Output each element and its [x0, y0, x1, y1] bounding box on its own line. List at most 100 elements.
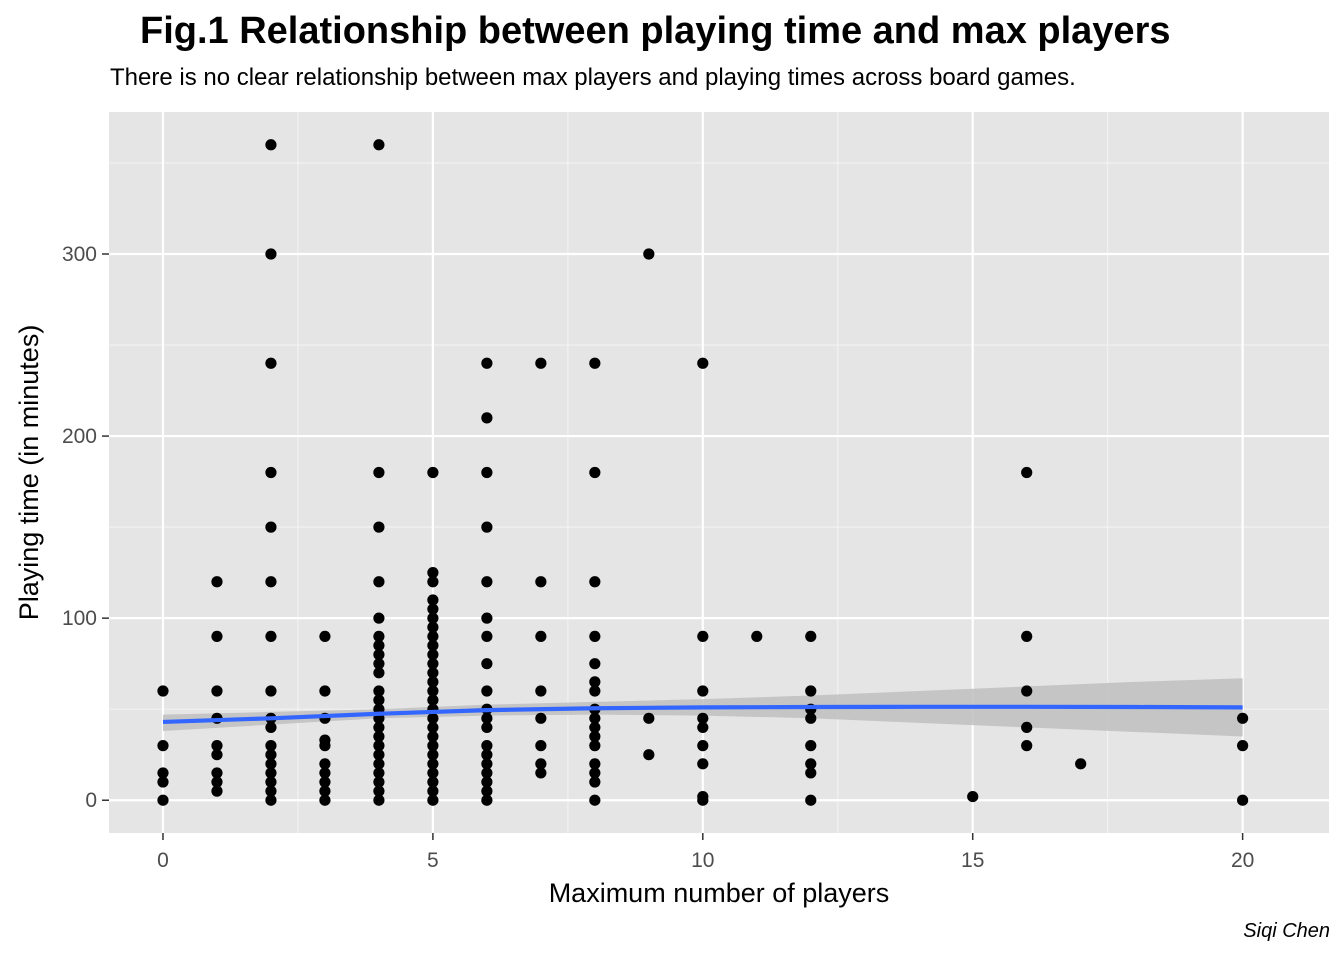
y-tick-label: 300 [62, 243, 97, 266]
data-point [805, 767, 817, 779]
data-point [157, 685, 169, 697]
data-point [589, 758, 601, 770]
data-point [319, 785, 331, 797]
data-point [265, 357, 277, 369]
data-point [427, 612, 439, 624]
x-tick-label: 20 [1231, 849, 1254, 872]
data-point [373, 785, 385, 797]
data-point [427, 712, 439, 724]
x-tick-label: 10 [691, 849, 714, 872]
data-point [427, 466, 439, 479]
data-point [211, 630, 223, 642]
x-axis: 0 5 10 15 20 [157, 833, 1254, 872]
data-point [427, 749, 439, 761]
data-point [697, 712, 709, 724]
data-point [589, 357, 601, 369]
data-point [535, 685, 547, 697]
data-point [589, 776, 601, 788]
data-point [319, 758, 331, 770]
data-point [427, 685, 439, 697]
data-point [265, 721, 277, 733]
data-point [373, 139, 385, 151]
data-point [481, 785, 493, 797]
data-point [535, 767, 547, 779]
data-point [427, 630, 439, 642]
smooth-trend-line [162, 704, 1243, 725]
data-point [1237, 712, 1249, 724]
x-tick-label: 5 [427, 849, 439, 872]
data-point [805, 740, 817, 752]
data-point [805, 794, 817, 806]
chart-caption: Siqi Chen [1243, 920, 1330, 942]
data-point [427, 594, 439, 606]
data-point [265, 139, 277, 151]
data-point [427, 676, 439, 688]
data-point [589, 721, 601, 733]
data-point [481, 630, 493, 642]
chart-title: Fig.1 Relationship between playing time … [140, 10, 1171, 52]
data-point [589, 794, 601, 806]
y-axis: 0 100 200 300 [62, 243, 109, 812]
data-point [481, 685, 493, 697]
data-point [373, 721, 385, 733]
data-point [373, 767, 385, 779]
data-point [805, 685, 817, 697]
data-point [589, 730, 601, 743]
data-point [481, 521, 493, 533]
data-point [373, 740, 385, 752]
data-point [589, 712, 601, 724]
y-tick-label: 100 [62, 607, 97, 630]
data-point [211, 576, 223, 588]
y-tick-label: 200 [62, 425, 97, 448]
data-point [697, 630, 709, 642]
data-point [427, 567, 439, 579]
y-tick-label: 0 [85, 789, 97, 812]
data-point [373, 630, 385, 642]
data-point [697, 685, 709, 697]
data-point [319, 794, 331, 806]
data-point [805, 712, 817, 724]
data-point [265, 776, 277, 788]
data-point [427, 740, 439, 752]
data-point [427, 603, 439, 615]
data-point [265, 767, 277, 779]
data-point [481, 758, 493, 770]
data-point [1021, 740, 1033, 752]
data-point [697, 794, 709, 806]
data-point [373, 730, 385, 743]
data-point [373, 639, 385, 652]
data-point [373, 794, 385, 806]
data-point [427, 776, 439, 788]
data-point [427, 667, 439, 679]
data-point [589, 767, 601, 779]
data-point [481, 721, 493, 733]
data-point [319, 685, 331, 697]
data-point [319, 776, 331, 788]
data-point [265, 749, 277, 761]
data-point [427, 658, 439, 670]
data-point [265, 740, 277, 752]
data-point [157, 767, 169, 779]
data-point [643, 712, 655, 724]
smooth-line [162, 704, 1243, 725]
data-point [157, 740, 169, 752]
data-point [373, 466, 385, 479]
data-point [589, 685, 601, 697]
data-point [697, 721, 709, 733]
data-point [265, 630, 277, 642]
data-point [211, 749, 223, 761]
data-point [427, 639, 439, 652]
data-point [1021, 721, 1033, 733]
data-point [373, 658, 385, 670]
data-point [427, 721, 439, 733]
data-point [697, 740, 709, 752]
data-point [265, 248, 277, 260]
data-point [1237, 794, 1249, 806]
data-point [481, 576, 493, 588]
data-point [265, 576, 277, 588]
data-point [535, 758, 547, 770]
data-point [589, 676, 601, 688]
data-point [427, 576, 439, 588]
data-point [751, 630, 763, 642]
